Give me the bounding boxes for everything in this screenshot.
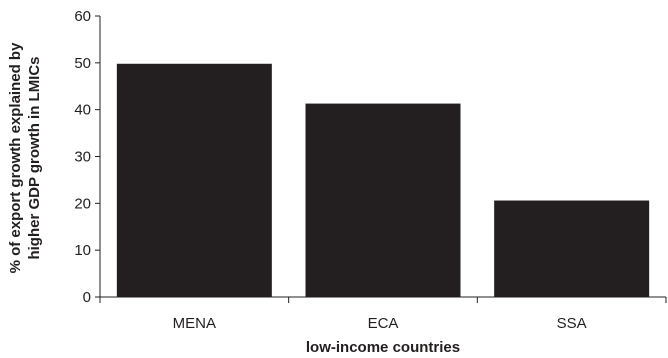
y-axis-title-line-1: % of export growth explained by [7,42,24,274]
x-tick-label-mena: MENA [173,315,216,332]
y-tick-label: 0 [83,289,91,306]
bars-group [116,63,650,297]
y-axis-title: % of export growth explained by higher G… [7,42,43,274]
x-axis: MENA ECA SSA [99,296,667,332]
y-tick-label: 10 [74,242,91,259]
bar-mena [116,63,272,297]
y-axis: 0 10 20 30 40 50 60 [74,8,101,306]
y-tick-label: 50 [74,55,91,72]
x-tick-label-eca: ECA [368,315,399,332]
y-tick-label: 20 [74,195,91,212]
y-tick-label: 60 [74,8,91,25]
x-tick-label-ssa: SSA [557,315,587,332]
y-tick-label: 30 [74,149,91,166]
y-axis-title-line-2: higher GDP growth in LMICs [26,56,43,259]
y-tick-label: 40 [74,102,91,119]
bar-eca [305,103,461,297]
bar-ssa [494,200,650,297]
x-axis-title: low-income countries [306,339,460,356]
